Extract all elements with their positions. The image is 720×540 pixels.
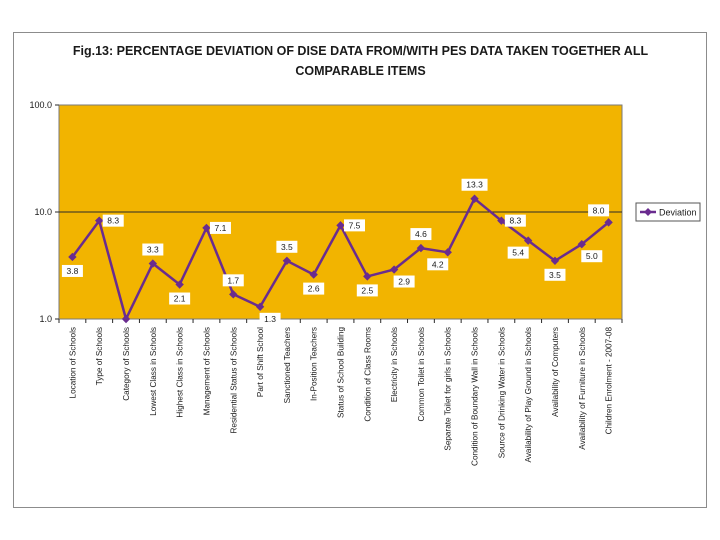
data-label-box [61, 264, 83, 277]
data-label: 8.0 [593, 205, 605, 215]
x-tick-label: Category of Schools [122, 327, 131, 401]
x-tick-label: Availability of Furniture in Schools [578, 327, 587, 450]
y-tick-label: 100.0 [29, 100, 52, 110]
data-point-marker [202, 223, 211, 233]
data-label: 5.0 [586, 251, 598, 261]
data-label-box [356, 284, 378, 297]
data-label: 3.3 [147, 245, 159, 255]
x-tick-label: Availability of Computers [551, 327, 560, 417]
data-point-marker [550, 256, 560, 265]
data-point-marker [282, 256, 292, 265]
data-point-marker [121, 314, 131, 324]
y-tick-label: 1.0 [39, 314, 52, 324]
data-label-box [461, 178, 488, 191]
data-label: 1.7 [227, 275, 239, 285]
data-label-box [303, 282, 325, 295]
data-label-box [259, 312, 281, 325]
y-tick-label: 10.0 [34, 207, 52, 217]
data-label: 4.2 [432, 259, 444, 269]
data-label: 5.4 [512, 248, 524, 258]
x-tick-label: Availability of Play Ground in Schools [524, 327, 533, 462]
x-tick-label: Part of Shift School [256, 327, 265, 397]
legend-label: Deviation [659, 208, 697, 218]
data-label-box [393, 275, 415, 288]
data-label: 7.5 [349, 220, 361, 230]
chart-svg: Fig.13: PERCENTAGE DEVIATION OF DISE DAT… [29, 44, 701, 466]
data-label: 7.1 [215, 223, 227, 233]
data-label-box [581, 250, 603, 263]
data-label-box [102, 214, 124, 227]
data-point-marker [443, 248, 452, 257]
data-label: 8.3 [107, 216, 119, 226]
x-tick-label: Source of Drinking Water in Schools [497, 327, 506, 458]
data-label: 3.5 [549, 270, 561, 280]
chart-title-line-2: COMPARABLE ITEMS [295, 64, 425, 78]
legend: Deviation [635, 202, 701, 222]
data-label-box [410, 228, 432, 241]
legend-box [635, 202, 701, 222]
x-tick-label: Electricity in Schools [390, 327, 399, 402]
chart-title-line-1: Fig.13: PERCENTAGE DEVIATION OF DISE DAT… [73, 44, 649, 58]
chart-frame: Fig.13: PERCENTAGE DEVIATION OF DISE DAT… [13, 32, 707, 508]
data-label-box [344, 219, 365, 232]
data-label-box [507, 246, 529, 259]
data-label: 2.6 [308, 284, 320, 294]
x-tick-label: Common Toilet in Schools [417, 327, 426, 422]
plot-area: 1.0 10.0 100.0 Location of Schools Type of S… [29, 100, 623, 466]
x-tick-label: Condition of Class Rooms [363, 327, 372, 422]
data-label-box [544, 268, 566, 281]
x-tick-label: Residential Status of Schools [229, 327, 238, 434]
x-tick-label: Condition of Boundary Wall in Schools [471, 327, 480, 466]
data-label: 13.3 [466, 180, 483, 190]
x-tick-label: Sanctioned Teachers [283, 327, 292, 403]
data-label-box [276, 240, 298, 253]
data-label-box [504, 214, 526, 227]
data-point-marker [95, 216, 104, 225]
data-label: 8.3 [509, 216, 521, 226]
data-point-marker [523, 236, 533, 245]
x-tick-label: Children Enrolment - 2007-08 [605, 327, 614, 435]
x-tick-label: Highest Class in Schools [176, 327, 185, 418]
data-label: 2.5 [361, 285, 373, 295]
x-tick-label: Lowest Class in Schools [149, 327, 158, 416]
data-label: 1.3 [264, 314, 276, 324]
x-tick-label: Type of Schools [95, 327, 104, 385]
x-tick-label: Management of Schools [202, 327, 211, 415]
data-point-marker [309, 270, 318, 279]
data-label-box [142, 243, 164, 256]
data-label: 3.5 [281, 242, 293, 252]
data-label-box [209, 221, 231, 234]
data-label-box [588, 204, 610, 217]
data-point-marker [470, 194, 479, 203]
data-point-marker [363, 272, 372, 281]
data-point-marker [229, 290, 238, 299]
data-point-marker [416, 243, 426, 253]
x-tick-label: In-Position Teachers [310, 327, 319, 401]
data-point-marker [577, 240, 586, 249]
data-label: 3.8 [66, 266, 78, 276]
data-point-marker [255, 302, 265, 312]
data-point-marker [604, 218, 613, 227]
data-label: 4.6 [415, 229, 427, 239]
data-label-box [427, 258, 449, 271]
x-tick-label: Location of Schools [68, 327, 77, 398]
data-point-marker [175, 280, 184, 289]
data-label-box [169, 292, 191, 305]
data-point-marker [68, 252, 77, 262]
x-tick-label: Status of School Building [337, 327, 346, 418]
data-label: 2.1 [174, 294, 186, 304]
data-label: 2.9 [398, 277, 410, 287]
data-point-marker [389, 265, 399, 274]
data-point-marker [336, 221, 345, 230]
data-point-marker [497, 216, 506, 225]
data-label-box [222, 274, 244, 287]
legend-marker [644, 208, 652, 216]
x-tick-label: Separate Toilet for girls in Schools [444, 327, 453, 451]
